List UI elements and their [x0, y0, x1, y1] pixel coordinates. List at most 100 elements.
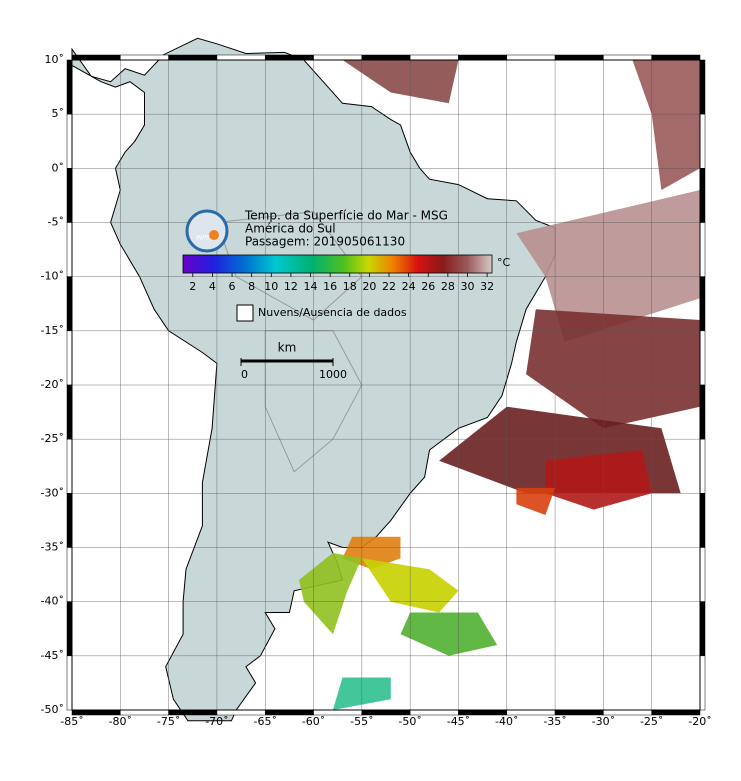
colorbar-tick-label: 32: [480, 280, 494, 293]
x-tick-label: -30˚: [592, 715, 615, 728]
y-tick-label: -40˚: [41, 595, 64, 608]
x-tick-label: -70˚: [205, 715, 228, 728]
sst-patch: [400, 612, 498, 656]
frame-segment: [66, 493, 73, 548]
frame: -85˚ -80˚ -75˚ -70˚ -65˚ -60˚ -55˚ -50˚ -45˚ -40˚…: [41, 53, 712, 728]
x-tick-label: -40˚: [495, 715, 518, 728]
logo-sun: [209, 230, 219, 240]
frame-segment: [699, 547, 706, 602]
frame-segment: [699, 330, 706, 386]
pass: Passagem: 201905061130: [245, 235, 405, 249]
frame-segment: [168, 54, 218, 61]
sst-patches: [299, 60, 700, 710]
colorbar-tick-label: 8: [248, 280, 255, 293]
y-tick-label: -25˚: [41, 432, 64, 445]
colorbar-tick-label: 18: [343, 280, 357, 293]
y-tick-label: -15˚: [41, 324, 64, 337]
y-tick-label: -30˚: [41, 486, 64, 499]
frame-segment: [699, 168, 706, 223]
frame-segment: [699, 655, 706, 711]
y-tick-label: 0˚: [52, 161, 65, 174]
frame-segment: [216, 54, 266, 61]
sst-patch: [516, 487, 556, 515]
frame-segment: [66, 438, 73, 494]
frame-segment: [264, 54, 314, 61]
x-tick-label: -65˚: [253, 715, 276, 728]
frame-segment: [66, 59, 73, 115]
y-tick-label: 5˚: [52, 107, 65, 120]
frame-segment: [699, 113, 706, 169]
frame-segment: [361, 54, 411, 61]
colorbar-tick-label: 28: [441, 280, 455, 293]
frame-segment: [699, 384, 706, 440]
colorbar-unit: °C: [497, 256, 511, 269]
y-tick-label: -20˚: [41, 378, 64, 391]
legend-label: Nuvens/Ausencia de dados: [258, 306, 407, 319]
frame-segment: [71, 54, 121, 61]
logo-text: INPE: [196, 235, 210, 242]
frame-segment: [458, 54, 508, 61]
colorbar-tick-label: 10: [264, 280, 278, 293]
x-tick-label: -25˚: [640, 715, 663, 728]
y-tick-label: -50˚: [41, 703, 64, 716]
frame-segment: [409, 54, 459, 61]
frame-segment: [66, 384, 73, 440]
x-tick-label: -60˚: [302, 715, 325, 728]
y-tick-label: -10˚: [41, 270, 64, 283]
colorbar-tick-label: 12: [284, 280, 298, 293]
colorbar-tick-label: 14: [304, 280, 318, 293]
colorbar-tick-label: 4: [209, 280, 216, 293]
title: Temp. da Superfície do Mar - MSG: [244, 209, 448, 223]
frame-segment: [313, 54, 363, 61]
x-tick-label: -45˚: [447, 715, 470, 728]
colorbar-tick-label: 26: [421, 280, 435, 293]
region: América do Sul: [245, 222, 336, 236]
frame-segment: [66, 276, 73, 332]
frame-segment: [66, 655, 73, 711]
colorbar-tick-label: 30: [460, 280, 474, 293]
x-tick-label: -80˚: [109, 715, 132, 728]
frame-segment: [699, 276, 706, 332]
frame-segment: [699, 59, 706, 115]
frame-segment: [651, 54, 701, 61]
frame-segment: [603, 54, 652, 61]
overlay: INPE Temp. da Superfície do Mar - MSG Am…: [182, 209, 511, 381]
frame-segment: [66, 547, 73, 602]
y-tick-label: 10˚: [45, 53, 65, 66]
sst-patch: [526, 309, 700, 429]
frame-segment: [66, 601, 73, 657]
frame-segment: [506, 54, 556, 61]
frame-segment: [66, 222, 73, 277]
x-tick-label: -55˚: [350, 715, 373, 728]
x-tick-label: -35˚: [543, 715, 566, 728]
x-tick-label: -75˚: [157, 715, 180, 728]
y-tick-label: -5˚: [48, 216, 64, 229]
frame-segment: [699, 493, 706, 548]
sst-patch: [516, 190, 700, 342]
frame-segment: [66, 113, 73, 169]
colorbar-tick-label: 2: [189, 280, 196, 293]
frame-outline: [71, 59, 701, 711]
x-tick-label: -50˚: [398, 715, 421, 728]
colorbar: [182, 254, 493, 274]
sst-patch: [299, 552, 362, 635]
y-tick-label: -45˚: [41, 649, 64, 662]
colorbar-tick-label: 24: [402, 280, 416, 293]
frame-segment: [699, 438, 706, 494]
frame-segment: [699, 222, 706, 277]
frame-segment: [699, 601, 706, 657]
colorbar-tick-label: 6: [229, 280, 236, 293]
frame-segment: [66, 168, 73, 223]
frame-segment: [66, 330, 73, 386]
colorbar-tick-label: 22: [382, 280, 396, 293]
colorbar-tick-label: 20: [362, 280, 376, 293]
frame-segment: [554, 54, 604, 61]
scale-unit: km: [278, 341, 297, 355]
logo-circle: [185, 209, 229, 253]
scale-tick-label: 0: [241, 368, 248, 381]
x-tick-label: -85˚: [60, 715, 83, 728]
sst-patch: [342, 60, 459, 104]
sst-patch: [545, 450, 652, 510]
colorbar-tick-label: 16: [323, 280, 337, 293]
